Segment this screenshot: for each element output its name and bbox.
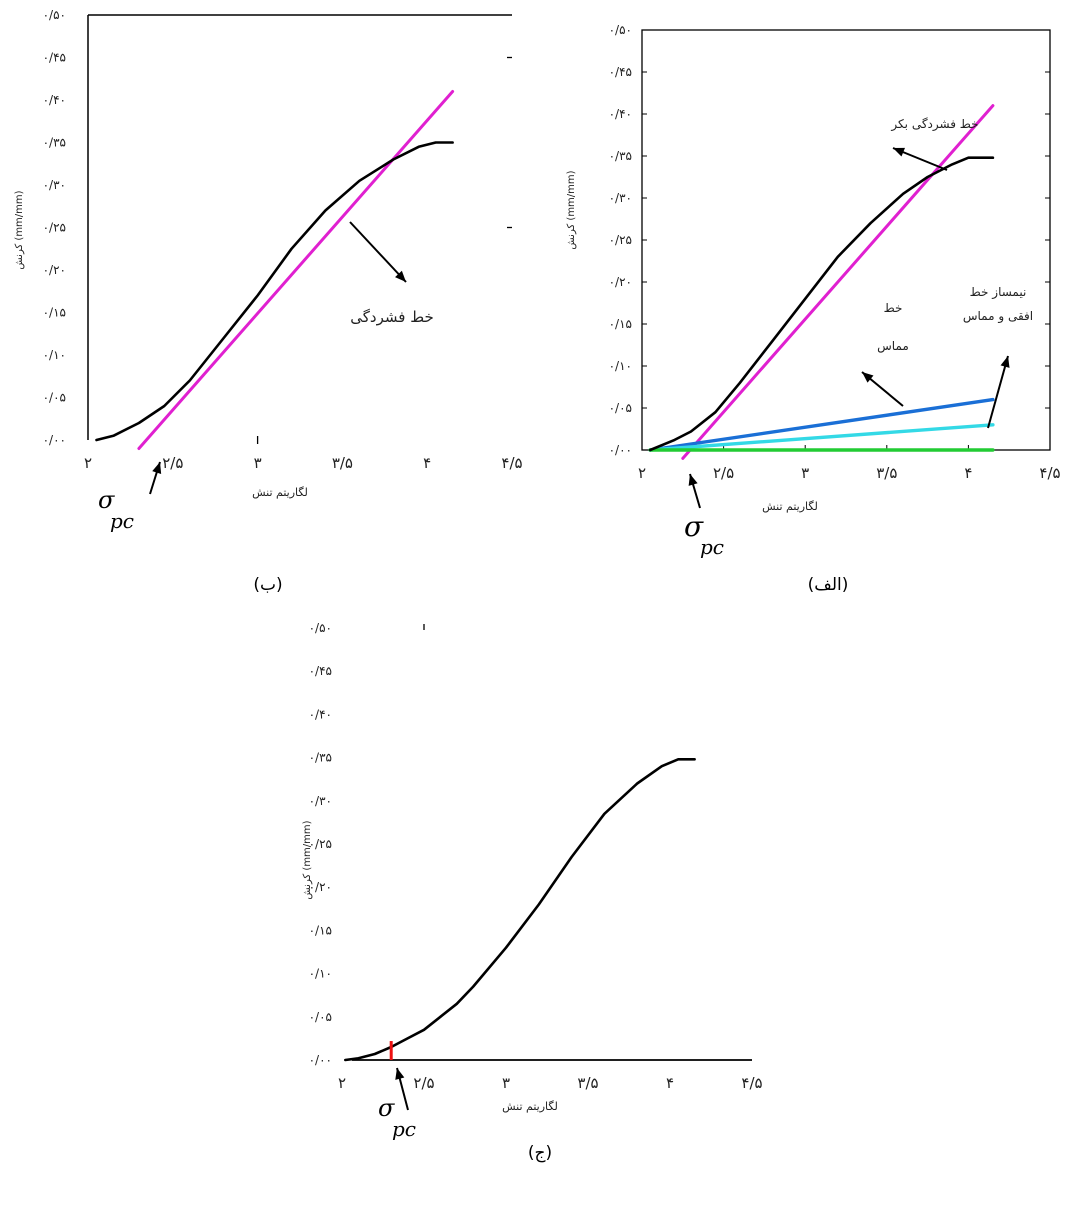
x-tick-label: ۴ <box>964 464 972 482</box>
x-tick-label: ۴/۵ <box>501 454 522 472</box>
series-line-c000000 <box>343 757 696 1062</box>
y-tick-label: ۰/۰۵ <box>43 391 66 405</box>
x-tick-label: ۳/۵ <box>332 454 353 472</box>
tangent-arrow-head <box>862 372 874 383</box>
y-tick-label: ۰/۲۵ <box>309 837 332 851</box>
sigma-symbol: σ <box>378 1094 395 1122</box>
series-line-نیمساز-خط-افقی-و-مماس <box>648 423 995 452</box>
sigma-pc-arrow-head <box>688 474 698 486</box>
x-tick-label: ۳/۵ <box>577 1074 598 1092</box>
pc-subscript: pc <box>392 1117 416 1141</box>
series-line-خط-فشردگی <box>137 90 455 450</box>
y-tick-label: ۰/۳۵ <box>609 149 632 163</box>
y-tick-label: ۰/۲۰ <box>43 263 66 277</box>
tangent-label-line: مماس <box>877 339 909 354</box>
pc-subscript: pc <box>700 535 724 559</box>
x-axis-label: لگاریتم تنش <box>502 1100 558 1113</box>
y-tick-label: ۰/۱۵ <box>309 923 332 937</box>
compression-label: خط فشردگی <box>350 308 433 326</box>
y-tick-label: ۰/۲۰ <box>309 880 332 894</box>
compression-arrow-head <box>395 270 406 282</box>
x-tick-label: ۳/۵ <box>876 464 897 482</box>
tangent-label: خط مماس <box>877 301 909 354</box>
y-tick-label: ۰/۲۰ <box>609 275 632 289</box>
y-tick-label: ۰/۴۵ <box>43 51 66 65</box>
bisector-label-line: افقی و مماس <box>963 309 1033 324</box>
panel-caption: (ب) <box>253 575 282 595</box>
x-tick-label: ۴/۵ <box>1039 464 1060 482</box>
sigma-pc-arrow-head <box>152 462 162 474</box>
series-line-c000000 <box>648 156 995 452</box>
bisector-arrow <box>987 355 1009 429</box>
y-tick-label: ۰/۱۵ <box>43 306 66 320</box>
y-tick-label: ۰/۳۰ <box>309 794 332 808</box>
bisector-arrow-head <box>1000 356 1010 368</box>
x-tick-label: ۴ <box>423 454 431 472</box>
series-line-خط-فشردگی-بکر <box>681 104 995 460</box>
label-bg <box>325 297 460 343</box>
y-tick-label: ۰/۰۵ <box>309 1010 332 1024</box>
x-tick-label: ۲/۵ <box>162 454 183 472</box>
sigma-pc-arrow-head <box>395 1068 405 1080</box>
panel-caption: (ج) <box>528 1143 552 1163</box>
x-tick-label: ۴/۵ <box>741 1074 762 1092</box>
y-tick-label: ۰/۵۰ <box>43 8 66 22</box>
y-axis-label: کرنش (mm/mm) <box>302 820 313 899</box>
y-tick-label: ۰/۲۵ <box>43 221 66 235</box>
y-tick-label: ۰/۴۵ <box>609 65 632 79</box>
y-tick-label: ۰/۴۰ <box>43 93 66 107</box>
y-tick-label: ۰/۵۰ <box>309 621 332 635</box>
y-tick-label: ۰/۲۵ <box>609 233 632 247</box>
y-tick-label: ۰/۱۵ <box>609 317 632 331</box>
x-tick-label: ۲/۵ <box>713 464 734 482</box>
chart-panel-alef: ۰/۰۰ ۰/۰۵ ۰/۱۰ ۰/۱۵ ۰/۲۰ ۰/۲۵ ۰/۳۰ ۰/۳۵ ۰/۴۰ ۰/۴۵… <box>566 23 1061 595</box>
y-tick-label: ۰/۴۵ <box>309 664 332 678</box>
y-tick-label: ۰/۳۰ <box>609 191 632 205</box>
chart-panel-be: ۰/۰۰ ۰/۰۵ ۰/۱۰ ۰/۱۵ ۰/۲۰ ۰/۲۵ ۰/۳۰ ۰/۳۵ ۰/۴۰ ۰/۴۵… <box>14 8 523 595</box>
y-tick-label: ۰/۰۵ <box>609 401 632 415</box>
y-tick-label: ۰/۱۰ <box>609 359 632 373</box>
x-axis-label: لگاریتم تنش <box>252 486 308 499</box>
y-tick-label: ۰/۳۵ <box>43 136 66 150</box>
y-axis-label: کرنش (mm/mm) <box>566 170 577 249</box>
x-tick-label: ۴ <box>666 1074 674 1092</box>
y-tick-label: ۰/۴۰ <box>309 707 332 721</box>
tangent-label-line: خط <box>884 301 903 315</box>
x-tick-label: ۲ <box>84 454 92 472</box>
series-line-خط-مماس <box>648 397 995 452</box>
plot-frame <box>641 29 1051 451</box>
x-tick-label: ۲ <box>338 1074 346 1092</box>
x-tick-label: ۳ <box>801 464 809 482</box>
virgin-compression-arrow-head <box>893 147 905 157</box>
x-tick-label: ۳ <box>254 454 262 472</box>
y-axis-label: کرنش (mm/mm) <box>14 190 25 269</box>
y-tick-label: ۰/۱۰ <box>309 967 332 981</box>
x-tick-label: ۲ <box>638 464 646 482</box>
panel-caption: (الف) <box>808 575 849 595</box>
y-tick-label: ۰/۰۰ <box>609 443 632 457</box>
bisector-label-line: نیمساز خط <box>970 285 1027 300</box>
y-tick-label: ۰/۳۵ <box>309 751 332 765</box>
y-tick-label: ۰/۴۰ <box>609 107 632 121</box>
y-tick-label: ۰/۵۰ <box>609 23 632 37</box>
sigma-symbol: σ <box>98 486 115 514</box>
y-tick-label: ۰/۱۰ <box>43 348 66 362</box>
y-tick-label: ۰/۳۰ <box>43 178 66 192</box>
sigma-symbol: σ <box>684 510 704 543</box>
y-tick-label: ۰/۰۰ <box>43 433 66 447</box>
x-axis-label: لگاریتم تنش <box>762 500 818 513</box>
pc-subscript: pc <box>110 509 134 533</box>
chart-panel-jim: ۰/۰۰ ۰/۰۵ ۰/۱۰ ۰/۱۵ ۰/۲۰ ۰/۲۵ ۰/۳۰ ۰/۳۵ ۰/۴۰ ۰/۴۵… <box>302 621 763 1163</box>
virgin-compression-label: خط فشردگی بکر <box>890 117 978 132</box>
series-line-c000000 <box>95 141 454 442</box>
x-tick-label: ۳ <box>502 1074 510 1092</box>
compression-arrow <box>349 221 407 283</box>
y-tick-label: ۰/۰۰ <box>309 1053 332 1067</box>
bisector-label: نیمساز خط افقی و مماس <box>963 285 1033 324</box>
x-tick-label: ۲/۵ <box>413 1074 434 1092</box>
